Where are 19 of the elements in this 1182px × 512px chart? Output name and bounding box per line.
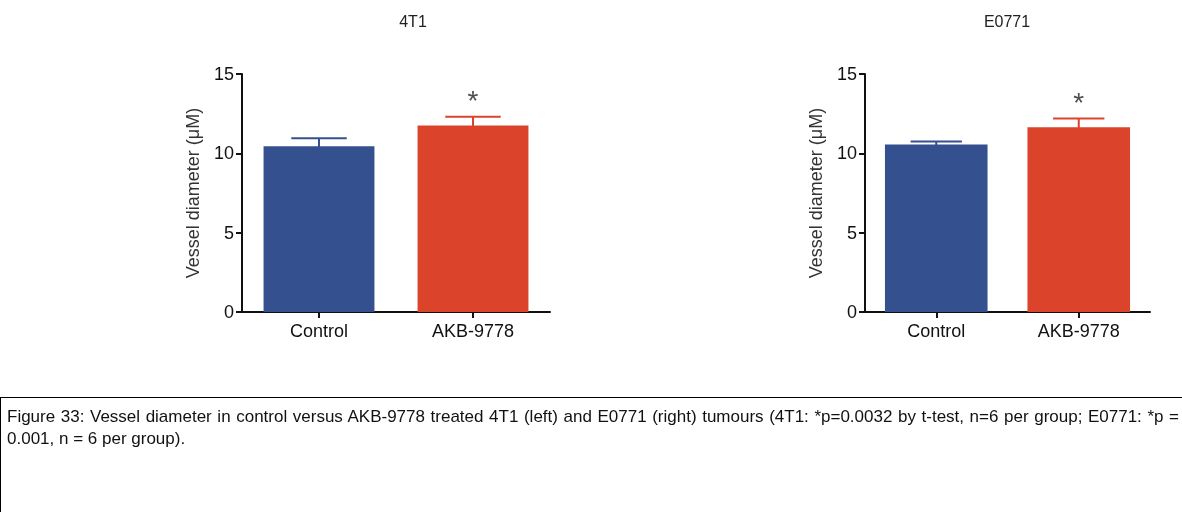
y-tick-label: 15: [213, 64, 234, 84]
x-tick-label: AKB-9778: [431, 321, 515, 341]
annotation: *: [467, 85, 479, 117]
y-tick-label: 10: [213, 143, 234, 164]
y-tick-label: 0: [223, 302, 234, 322]
y-axis-title: Vessel diameter (μM): [183, 107, 203, 279]
y-tick-label: 5: [223, 222, 234, 243]
y-tick-label: 0: [846, 302, 857, 322]
caption: Figure 33: Vessel diameter in control versus AKB-9778 treated 4T1 (left) and E0771 (right) tumours (4T1: *p=0.0032 by t-test, n=6 per group; E0771: *p = 0.001, n = 6 per group).: [7, 406, 1179, 450]
y-tick-label: 5: [846, 222, 857, 243]
x-tick-label: Control: [907, 321, 966, 341]
chart-title: E0771: [983, 12, 1031, 30]
annotation: *: [1073, 86, 1085, 118]
y-tick-label: 15: [836, 64, 857, 84]
x-tick-label: AKB-9778: [1037, 321, 1120, 341]
y-axis-title: Vessel diameter (μM): [806, 107, 826, 279]
chart-title: 4T1: [399, 12, 427, 30]
y-tick-label: 10: [836, 143, 857, 164]
x-tick-label: Control: [289, 321, 349, 341]
